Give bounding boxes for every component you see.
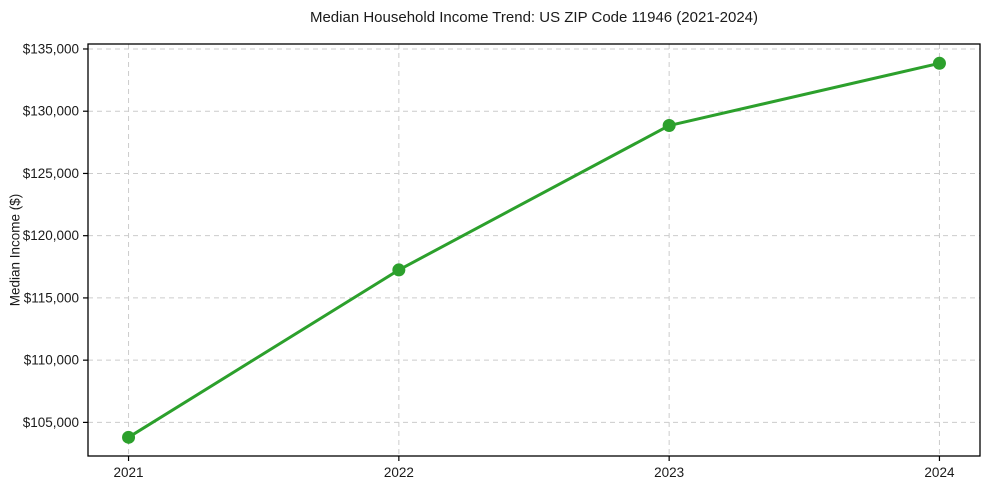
- chart-title: Median Household Income Trend: US ZIP Co…: [309, 9, 759, 26]
- data-point-marker: [662, 119, 676, 133]
- y-axis-label: Median Income ($): [7, 193, 23, 307]
- plot-border: [87, 43, 981, 457]
- y-tick-label: $135,000: [23, 41, 79, 56]
- y-tick-label: $130,000: [23, 104, 79, 119]
- data-point-marker: [932, 56, 946, 70]
- data-point-marker: [392, 263, 406, 277]
- x-tick-label: 2023: [654, 465, 684, 480]
- x-tick-label: 2021: [114, 465, 144, 480]
- y-tick-label: $105,000: [23, 415, 79, 430]
- y-tick-label: $110,000: [24, 353, 79, 368]
- y-tick-label: $125,000: [23, 166, 79, 181]
- x-tick-label: 2022: [384, 465, 414, 480]
- trend-line: [127, 61, 941, 439]
- y-tick-label: $120,000: [23, 228, 79, 243]
- data-point-marker: [122, 430, 136, 444]
- x-tick-label: 2024: [924, 465, 955, 480]
- y-tick-label: $115,000: [24, 290, 79, 305]
